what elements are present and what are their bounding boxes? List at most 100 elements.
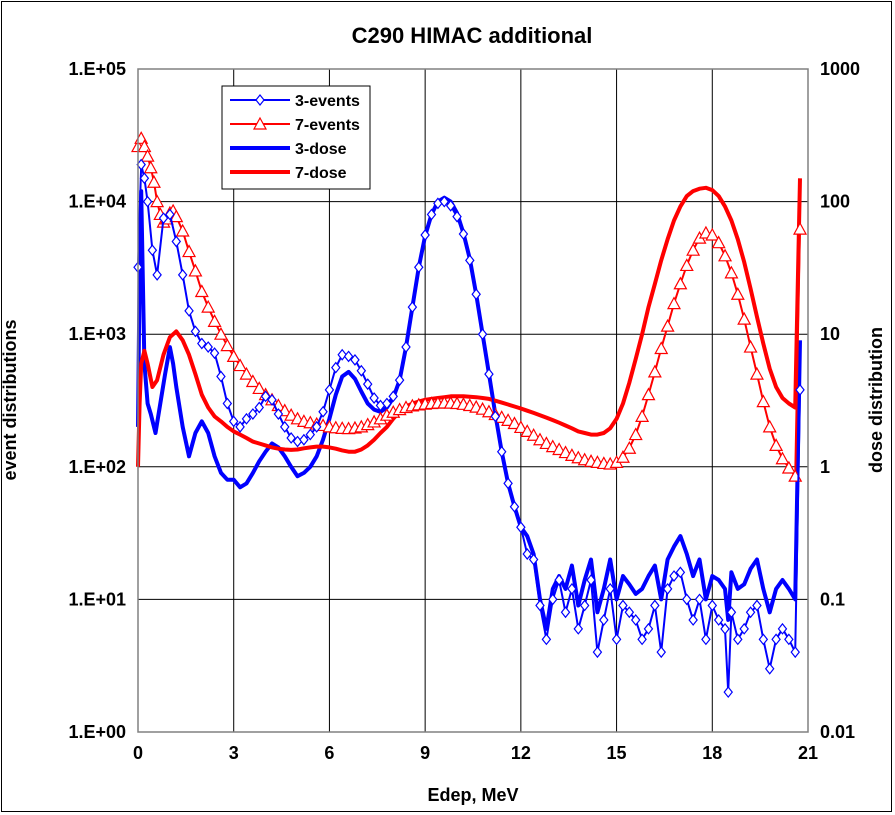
- data-point-diamond: [726, 606, 737, 619]
- data-point-triangle: [137, 139, 152, 153]
- series-3-events: [133, 158, 805, 699]
- data-point-triangle: [769, 438, 784, 452]
- data-point-triangle: [252, 381, 267, 395]
- data-point-diamond: [337, 348, 347, 361]
- data-point-diamond: [694, 593, 705, 606]
- data-point-diamond: [535, 599, 545, 612]
- data-point-diamond: [477, 328, 488, 341]
- data-point-diamond: [382, 397, 392, 410]
- data-point-triangle: [239, 366, 254, 380]
- data-point-triangle: [615, 450, 630, 463]
- legend-entry-7-events: 7-events: [230, 116, 360, 134]
- y2-tick-label: 0.1: [820, 589, 845, 609]
- data-point-diamond: [401, 341, 411, 354]
- data-point-diamond: [458, 228, 469, 240]
- x-axis-label: Edep, MeV: [427, 785, 518, 805]
- data-point-triangle: [730, 287, 745, 300]
- y2-tick-label: 100: [820, 192, 850, 212]
- data-point-triangle: [635, 409, 650, 422]
- legend-entry-7-dose: 7-dose: [230, 165, 347, 182]
- data-point-diamond: [362, 378, 373, 391]
- data-point-diamond: [369, 392, 379, 405]
- data-point-diamond: [541, 633, 552, 646]
- data-point-diamond: [528, 553, 539, 566]
- data-point-diamond: [509, 500, 520, 513]
- data-point-triangle: [647, 364, 662, 378]
- data-point-diamond: [739, 622, 749, 635]
- plot-border: [137, 68, 809, 733]
- data-point-diamond: [350, 353, 360, 366]
- data-point-diamond: [324, 383, 335, 396]
- data-point-diamond: [426, 208, 437, 221]
- data-point-triangle: [252, 116, 268, 130]
- tick-labels: 0 3 6 9 12 15 18 21 1.E+00 1.E+01 1.E+02 1.E+03 1.E+…: [68, 59, 860, 763]
- data-point-diamond: [445, 199, 456, 212]
- data-point-diamond: [688, 613, 698, 626]
- data-point-diamond: [420, 229, 430, 241]
- data-point-triangle: [140, 148, 155, 162]
- x-tick-label: 9: [420, 743, 430, 763]
- data-point-triangle: [507, 416, 522, 430]
- data-point-diamond: [675, 566, 686, 579]
- data-point-triangle: [705, 227, 720, 241]
- y2-tick-label: 10: [820, 324, 840, 344]
- data-point-diamond: [745, 606, 756, 619]
- data-point-diamond: [471, 288, 481, 301]
- data-point-diamond: [331, 361, 341, 374]
- data-point-triangle: [686, 242, 701, 256]
- series-line: [136, 178, 802, 467]
- data-point-diamond: [656, 646, 667, 659]
- x-tick-label: 15: [607, 743, 627, 763]
- data-point-diamond: [222, 397, 233, 410]
- x-tick-label: 3: [229, 743, 239, 763]
- data-point-triangle: [182, 244, 197, 258]
- data-point-diamond: [177, 268, 188, 281]
- data-point-diamond: [318, 405, 328, 418]
- data-point-diamond: [784, 633, 794, 646]
- data-point-diamond: [255, 94, 265, 106]
- data-point-diamond: [343, 350, 354, 363]
- data-point-triangle: [737, 311, 752, 325]
- data-point-diamond: [611, 633, 622, 646]
- chart-title: C290 HIMAC additional: [352, 23, 593, 48]
- data-point-diamond: [235, 420, 245, 433]
- data-point-triangle: [711, 235, 726, 249]
- data-point-diamond: [637, 633, 647, 646]
- data-point-diamond: [142, 195, 153, 208]
- y-tick-label: 1.E+01: [68, 589, 126, 609]
- y2-tick-label: 0.01: [820, 722, 855, 742]
- x-tick-label: 12: [511, 743, 531, 763]
- data-point-diamond: [701, 633, 711, 646]
- x-tick-label: 18: [702, 743, 722, 763]
- data-point-diamond: [248, 408, 258, 420]
- y-tick-label: 1.E+04: [68, 192, 126, 212]
- legend-entry-3-events: 3-events: [230, 93, 360, 110]
- data-point-triangle: [775, 451, 790, 465]
- data-point-triangle: [641, 387, 656, 401]
- data-point-diamond: [490, 410, 501, 423]
- data-point-triangle: [143, 160, 158, 174]
- data-point-diamond: [624, 606, 635, 619]
- legend-label: 3-dose: [295, 141, 347, 158]
- y2-tick-label: 1000: [820, 59, 860, 79]
- data-point-diamond: [267, 393, 277, 406]
- data-point-diamond: [273, 408, 284, 420]
- data-point-diamond: [190, 325, 201, 338]
- y-axis-label: event distributions: [0, 319, 20, 480]
- data-point-diamond: [592, 646, 603, 659]
- legend: 3-events 7-events 3-dose 7-dose: [221, 85, 371, 190]
- data-point-diamond: [522, 548, 533, 560]
- data-point-diamond: [618, 599, 628, 612]
- data-point-triangle: [213, 326, 228, 340]
- data-point-triangle: [622, 440, 637, 454]
- data-point-diamond: [764, 662, 775, 675]
- data-point-diamond: [279, 420, 290, 433]
- data-point-diamond: [554, 574, 564, 586]
- series-7-events: [130, 131, 808, 482]
- data-point-diamond: [152, 268, 162, 281]
- legend-entry-3-dose: 3-dose: [230, 141, 347, 158]
- data-point-diamond: [228, 415, 239, 428]
- data-point-diamond: [299, 433, 309, 446]
- data-point-diamond: [713, 613, 724, 626]
